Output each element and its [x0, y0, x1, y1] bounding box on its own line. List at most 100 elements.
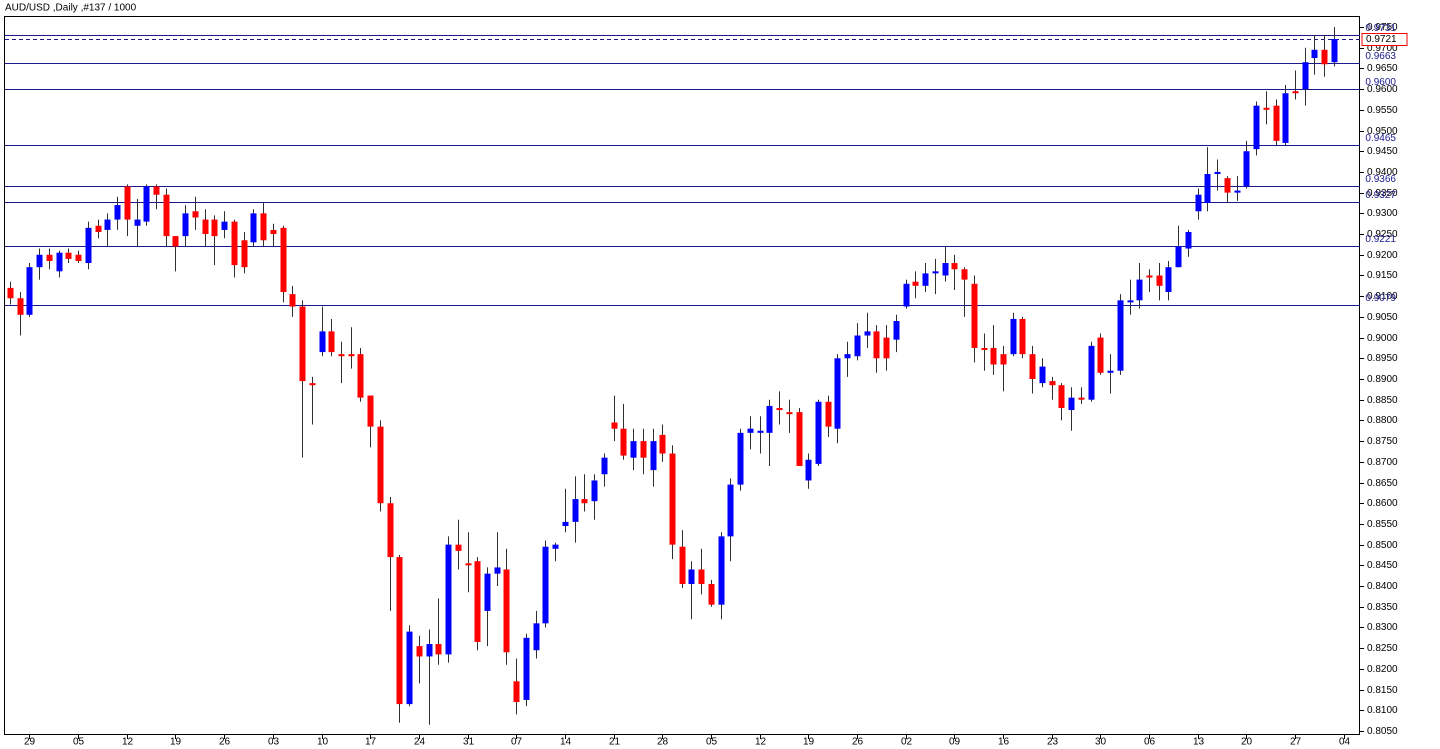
- candle-body: [56, 252, 63, 272]
- x-tick-label: 14: [560, 737, 572, 748]
- level-label: 0.9731: [1365, 23, 1396, 34]
- candle-body: [854, 335, 861, 357]
- candle-body: [211, 219, 218, 237]
- candle-body: [620, 428, 627, 456]
- candle-body: [815, 401, 822, 464]
- candle-body: [562, 521, 569, 527]
- level-label: 0.9327: [1365, 190, 1396, 201]
- candle-body: [873, 331, 880, 359]
- candle-body: [192, 211, 199, 218]
- candle-body: [270, 229, 277, 235]
- candle-body: [542, 546, 549, 624]
- level-label: 0.9079: [1365, 293, 1396, 304]
- candle-body: [241, 240, 248, 268]
- candle-body: [786, 412, 793, 415]
- candle-body: [1302, 62, 1309, 90]
- candle-body: [484, 573, 491, 611]
- candle-body: [844, 354, 851, 359]
- candle-body: [990, 347, 997, 365]
- y-tick-label: 0.8050: [1367, 726, 1398, 737]
- candle-body: [1107, 370, 1114, 373]
- candle-body: [231, 221, 238, 266]
- candle-body: [523, 637, 530, 700]
- candle-body: [776, 407, 783, 411]
- y-tick-label: 0.8200: [1367, 664, 1398, 675]
- x-tick-label: 04: [1339, 737, 1351, 748]
- candle-body: [319, 331, 326, 353]
- candle-body: [1029, 354, 1036, 379]
- candle-body: [172, 236, 179, 247]
- x-tick-label: 09: [949, 737, 961, 748]
- candle-body: [650, 441, 657, 471]
- candle-body: [75, 254, 82, 261]
- candle-body: [406, 631, 413, 705]
- candle-body: [1165, 267, 1172, 293]
- candle-body: [494, 567, 501, 574]
- candle-body: [396, 557, 403, 705]
- x-tick-label: 12: [755, 737, 767, 748]
- x-tick-label: 12: [122, 737, 134, 748]
- candle-body: [114, 205, 121, 220]
- level-label: 0.9663: [1365, 51, 1396, 62]
- candle-body: [1068, 397, 1075, 411]
- candle-body: [688, 569, 695, 584]
- y-tick-label: 0.9150: [1367, 270, 1398, 281]
- candle-body: [640, 441, 647, 458]
- y-tick-label: 0.8950: [1367, 353, 1398, 364]
- candle-body: [1156, 275, 1163, 286]
- candle-body: [727, 484, 734, 537]
- current-price-label: 0.9721: [1366, 34, 1397, 45]
- candle-body: [669, 453, 676, 545]
- x-tick-label: 21: [609, 737, 621, 748]
- candle-body: [250, 213, 257, 243]
- x-tick-label: 10: [317, 737, 329, 748]
- candle-body: [961, 269, 968, 280]
- level-label: 0.9465: [1365, 133, 1396, 144]
- candle-body: [1117, 300, 1124, 371]
- candle-body: [1097, 337, 1104, 373]
- candle-body: [611, 422, 618, 429]
- candle-body: [26, 267, 33, 315]
- x-tick-label: 24: [414, 737, 426, 748]
- y-tick-label: 0.9250: [1367, 229, 1398, 240]
- x-tick-label: 26: [219, 737, 231, 748]
- candle-body: [465, 563, 472, 566]
- y-tick-label: 0.9200: [1367, 250, 1398, 261]
- y-tick-label: 0.9500: [1367, 126, 1398, 137]
- candle-body: [416, 646, 423, 657]
- candle-body: [1224, 178, 1231, 193]
- candle-body: [893, 321, 900, 340]
- candle-body: [46, 254, 53, 261]
- candle-body: [95, 225, 102, 232]
- candle-body: [289, 294, 296, 307]
- y-tick-label: 0.9550: [1367, 105, 1398, 116]
- candle-body: [455, 544, 462, 551]
- x-tick-label: 05: [73, 737, 85, 748]
- candle-body: [922, 273, 929, 286]
- x-tick-label: 19: [803, 737, 815, 748]
- y-tick-label: 0.9100: [1367, 291, 1398, 302]
- candle-body: [328, 331, 335, 353]
- y-tick-label: 0.9750: [1367, 22, 1398, 33]
- x-tick-label: 06: [1144, 737, 1156, 748]
- candle-body: [143, 186, 150, 222]
- y-tick-label: 0.8650: [1367, 478, 1398, 489]
- candle-body: [1253, 105, 1260, 150]
- x-tick-label: 05: [706, 737, 718, 748]
- y-tick-label: 0.8850: [1367, 395, 1398, 406]
- candle-body: [1273, 105, 1280, 141]
- candle-body: [805, 459, 812, 481]
- candle-body: [1127, 300, 1134, 303]
- candle-body: [1243, 151, 1250, 187]
- candle-body: [1331, 39, 1338, 63]
- candle-body: [757, 430, 764, 433]
- candle-body: [1185, 231, 1192, 249]
- candle-body: [104, 219, 111, 230]
- candle-body: [601, 457, 608, 475]
- x-tick-label: 17: [365, 737, 377, 748]
- candle-body: [1088, 345, 1095, 400]
- candle-body: [1039, 366, 1046, 384]
- x-tick-label: 29: [24, 737, 36, 748]
- candle-body: [718, 536, 725, 605]
